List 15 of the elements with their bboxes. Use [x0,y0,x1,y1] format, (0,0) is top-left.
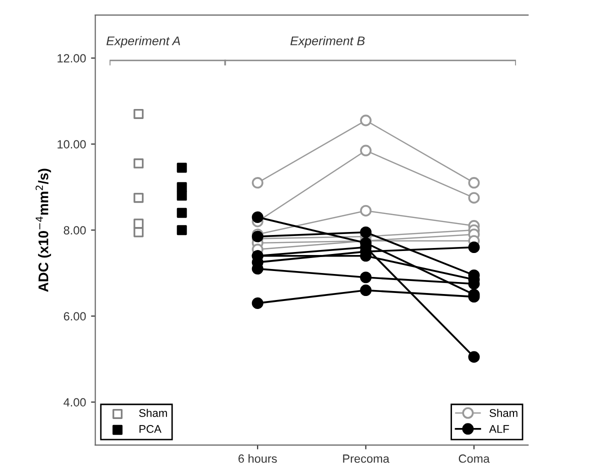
legend-label: Sham [490,408,518,417]
legend-label: ALF [489,425,509,433]
y-tick-label: 8.00 [64,226,86,234]
x-tick-label: 6 hours [238,454,277,463]
annotation: Experiment B [290,36,365,48]
y-tick-label: 6.00 [64,312,86,320]
y-tick-label: 4.00 [64,398,86,406]
y-tick-label: 10.00 [58,140,86,148]
x-tick-label: Coma [458,454,490,463]
x-tick-label: Precoma [343,454,390,463]
y-axis-title: ADC (x10$^{−4}$mm$^{2}$/s) [36,168,52,292]
legend-label: Sham [139,408,167,417]
annotation: Experiment A [106,36,180,48]
y-tick-label: 12.00 [58,54,86,62]
legend-label: PCA [140,425,162,433]
